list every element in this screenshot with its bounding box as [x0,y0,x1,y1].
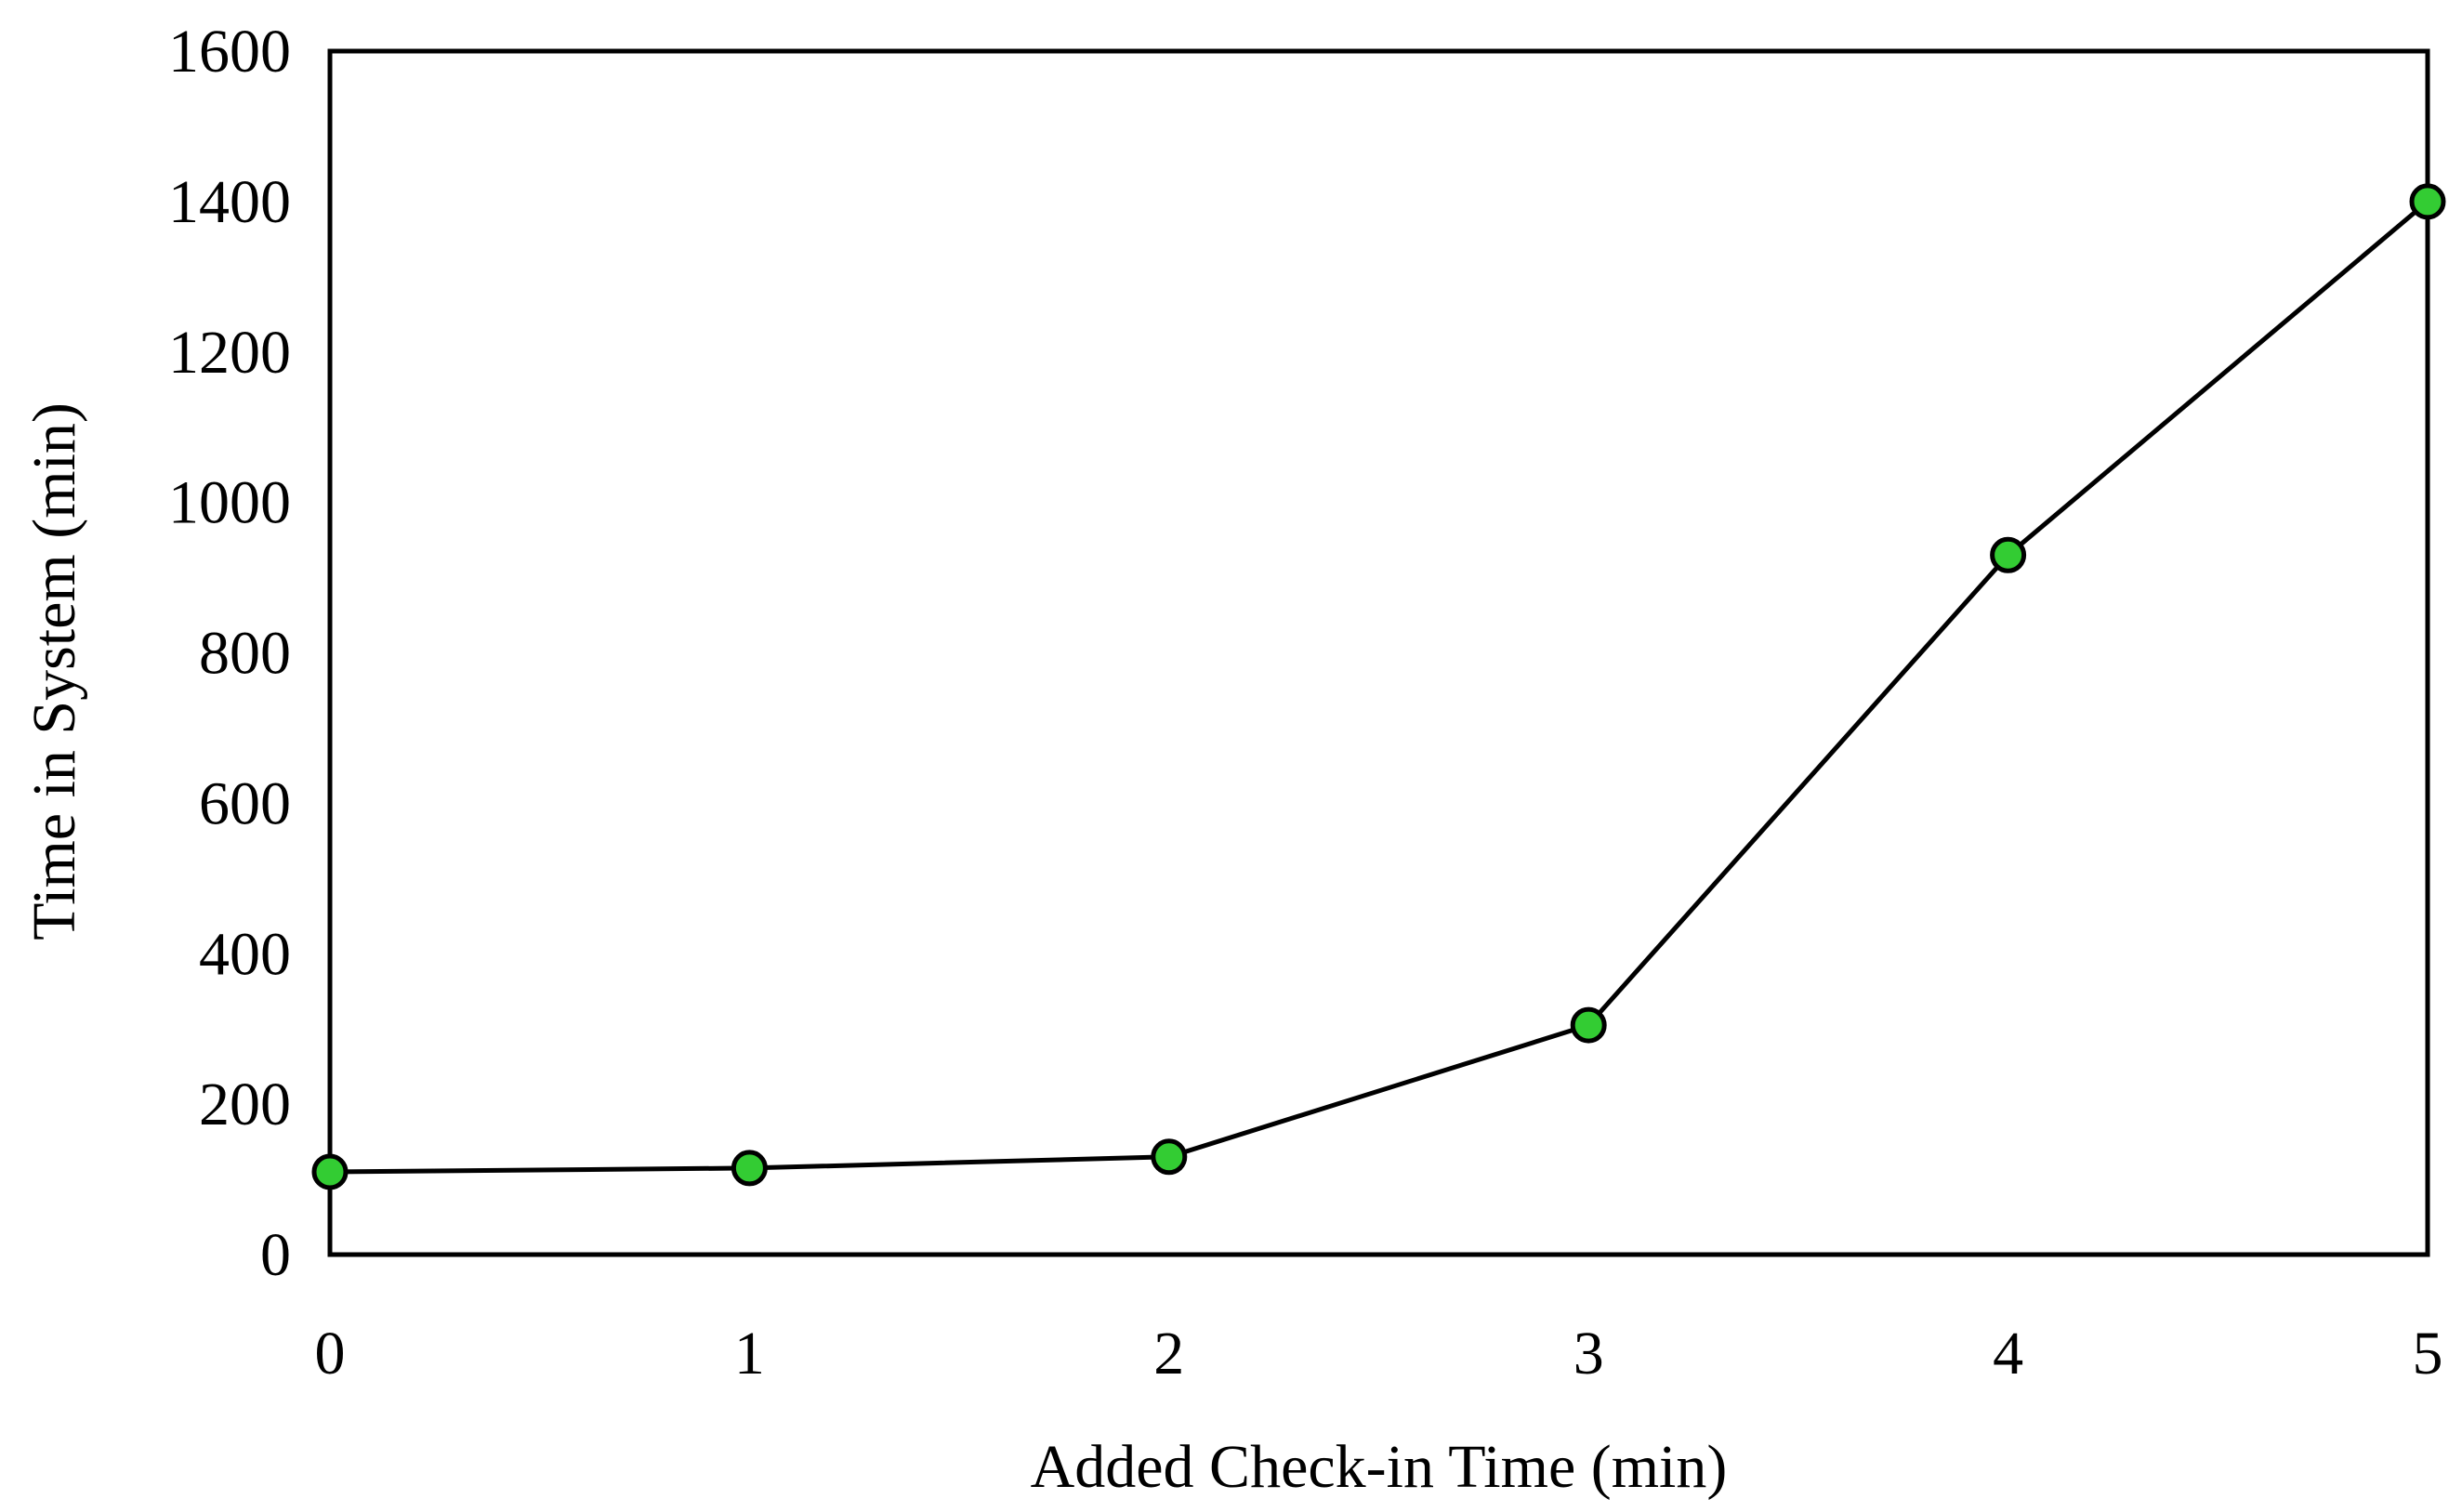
x-tick-label: 1 [734,1320,765,1387]
y-axis-title: Time in System (min) [20,402,88,940]
x-tick-label: 2 [1153,1320,1184,1387]
data-point [311,1153,349,1190]
data-point [1151,1138,1188,1176]
series-line [329,199,2429,1175]
y-tick-label: 1000 [168,469,291,537]
x-tick-label: 5 [2413,1320,2443,1387]
data-point [1990,536,2027,573]
y-tick-label: 1400 [168,168,291,236]
data-point [1570,1006,1607,1044]
series-group [311,183,2446,1190]
y-tick-label: 1600 [168,18,291,85]
y-tick-label: 400 [199,920,291,988]
x-tick-label: 4 [1993,1320,2023,1387]
x-tick-labels: 0 1 2 3 4 5 [315,1320,2443,1387]
data-point [2409,183,2446,220]
x-tick-label: 0 [315,1320,346,1387]
data-point [731,1150,768,1187]
x-axis-title: Added Check-in Time (min) [1031,1433,1728,1501]
y-tick-label: 0 [260,1221,291,1289]
y-tick-labels: 0 200 400 600 800 1000 1200 1400 1600 [168,18,291,1289]
y-tick-label: 1200 [168,319,291,387]
x-tick-label: 3 [1573,1320,1604,1387]
y-tick-label: 600 [199,769,291,837]
plot-frame [327,48,2430,1257]
y-tick-label: 800 [199,620,291,688]
y-tick-label: 200 [199,1071,291,1138]
